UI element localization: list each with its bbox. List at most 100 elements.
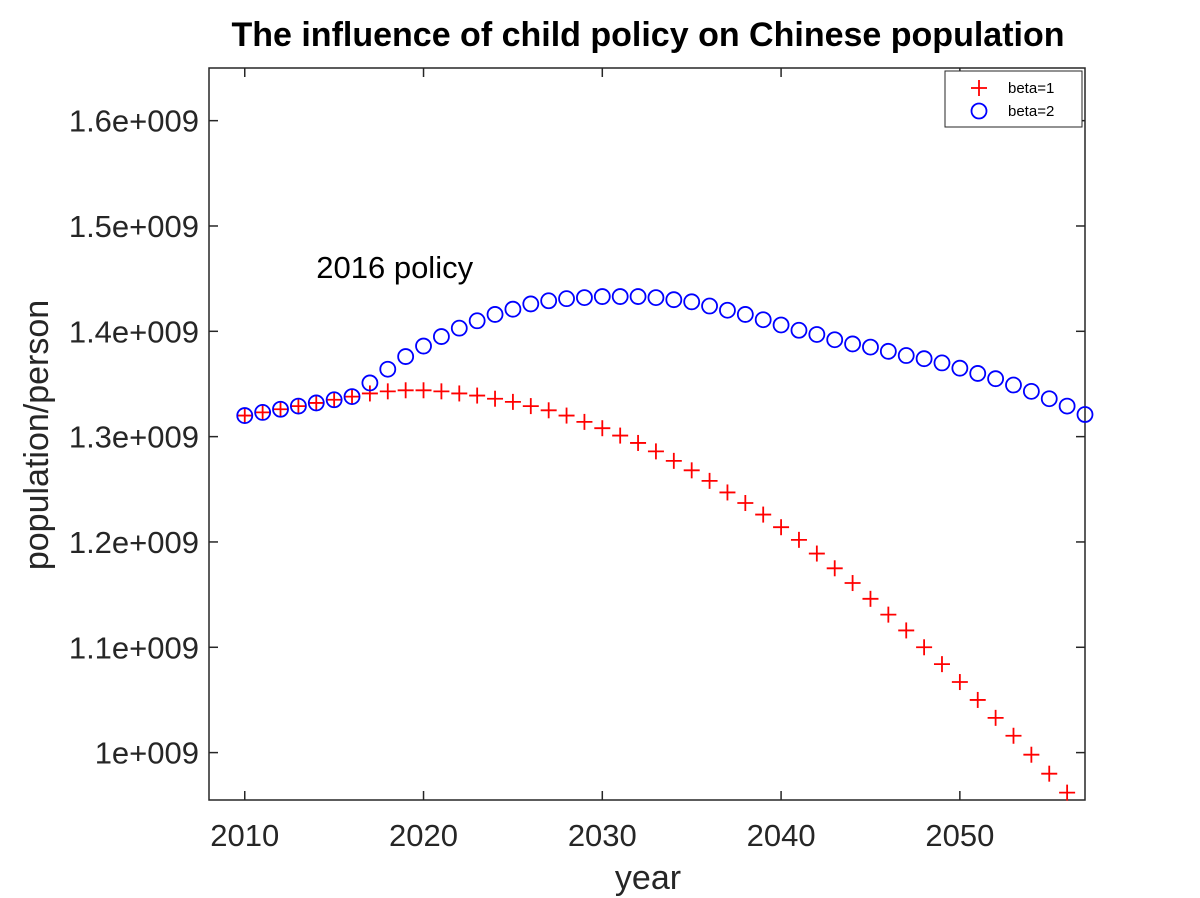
data-point <box>308 394 325 411</box>
data-point <box>969 691 986 708</box>
data-point <box>576 289 593 307</box>
data-point <box>1023 746 1040 763</box>
data-point <box>468 312 486 330</box>
data-point <box>808 326 826 343</box>
data-point <box>450 319 468 337</box>
data-point <box>951 359 969 377</box>
data-point <box>755 506 772 523</box>
data-point <box>879 342 897 360</box>
data-point <box>898 622 915 639</box>
data-point <box>736 306 754 323</box>
data-point <box>1022 382 1040 400</box>
data-point <box>790 321 808 339</box>
y-tick-label: 1.6e+009 <box>69 104 199 139</box>
data-point <box>540 402 557 419</box>
data-point <box>576 413 593 430</box>
data-point <box>826 560 843 577</box>
data-point <box>594 420 611 437</box>
data-point <box>844 335 861 353</box>
data-point <box>540 292 558 310</box>
annotation-text: 2016 policy <box>316 250 473 285</box>
data-point <box>344 388 361 405</box>
x-tick-label: 2030 <box>568 818 637 853</box>
data-point <box>236 407 254 424</box>
data-point <box>361 374 379 392</box>
x-tick-label: 2020 <box>389 818 458 853</box>
data-point <box>236 407 253 424</box>
data-point <box>486 306 504 323</box>
data-point <box>272 401 289 418</box>
data-point <box>915 350 933 368</box>
data-point <box>415 382 432 399</box>
legend-label: beta=2 <box>1008 103 1054 120</box>
data-point <box>1058 397 1076 415</box>
y-tick-label: 1.4e+009 <box>69 314 199 349</box>
series-1 <box>236 382 1076 801</box>
data-point <box>916 639 933 656</box>
annotations: 2016 policy <box>316 250 473 285</box>
data-point <box>1005 376 1022 394</box>
data-point <box>1076 406 1094 423</box>
data-point <box>629 288 647 305</box>
y-axis-label: population/person <box>18 300 56 570</box>
data-point <box>254 404 271 421</box>
data-point <box>844 575 861 592</box>
data-point <box>504 393 521 410</box>
data-point <box>647 289 665 307</box>
data-point <box>254 404 272 421</box>
data-point <box>826 331 844 349</box>
data-point <box>933 656 950 673</box>
data-point <box>1005 727 1022 744</box>
data-point <box>969 365 987 382</box>
data-series <box>236 288 1094 801</box>
data-point <box>415 337 432 355</box>
data-point <box>433 328 450 345</box>
y-tick-label: 1e+009 <box>95 736 199 771</box>
data-point <box>593 288 611 305</box>
x-tick-label: 2050 <box>925 818 994 853</box>
data-point <box>897 347 915 364</box>
data-point <box>487 390 504 407</box>
data-point <box>772 316 790 334</box>
data-point <box>665 291 683 309</box>
data-point <box>862 590 879 607</box>
data-point <box>1041 765 1058 782</box>
data-point <box>647 443 664 460</box>
data-point <box>754 311 772 329</box>
data-point <box>343 388 361 406</box>
data-point <box>361 385 378 402</box>
data-point <box>272 400 289 418</box>
data-point <box>504 300 522 318</box>
data-point <box>397 382 414 399</box>
data-point <box>379 383 396 400</box>
data-point <box>773 519 790 536</box>
plot-frame <box>208 67 1086 801</box>
x-tick-label: 2010 <box>210 818 279 853</box>
data-point <box>522 398 539 415</box>
data-point <box>451 385 468 402</box>
legend-label: beta=1 <box>1008 80 1054 97</box>
data-point <box>951 674 968 691</box>
data-point <box>379 360 397 378</box>
data-point <box>701 297 718 315</box>
data-point <box>1059 784 1076 801</box>
data-point <box>522 295 540 313</box>
data-point <box>290 398 307 415</box>
data-point <box>790 531 807 548</box>
data-point <box>326 391 343 408</box>
data-point <box>325 391 343 409</box>
y-tick-label: 1.1e+009 <box>69 630 199 665</box>
data-point <box>397 348 415 365</box>
data-point <box>433 383 450 400</box>
data-point <box>987 370 1005 388</box>
y-tick-label: 1.3e+009 <box>69 420 199 455</box>
data-point <box>808 545 825 562</box>
data-point <box>683 462 700 479</box>
data-point <box>558 290 575 308</box>
data-point <box>987 709 1004 726</box>
legend-marker <box>971 80 987 96</box>
data-point <box>307 394 325 412</box>
data-point <box>701 472 718 489</box>
x-tick-label: 2040 <box>747 818 816 853</box>
